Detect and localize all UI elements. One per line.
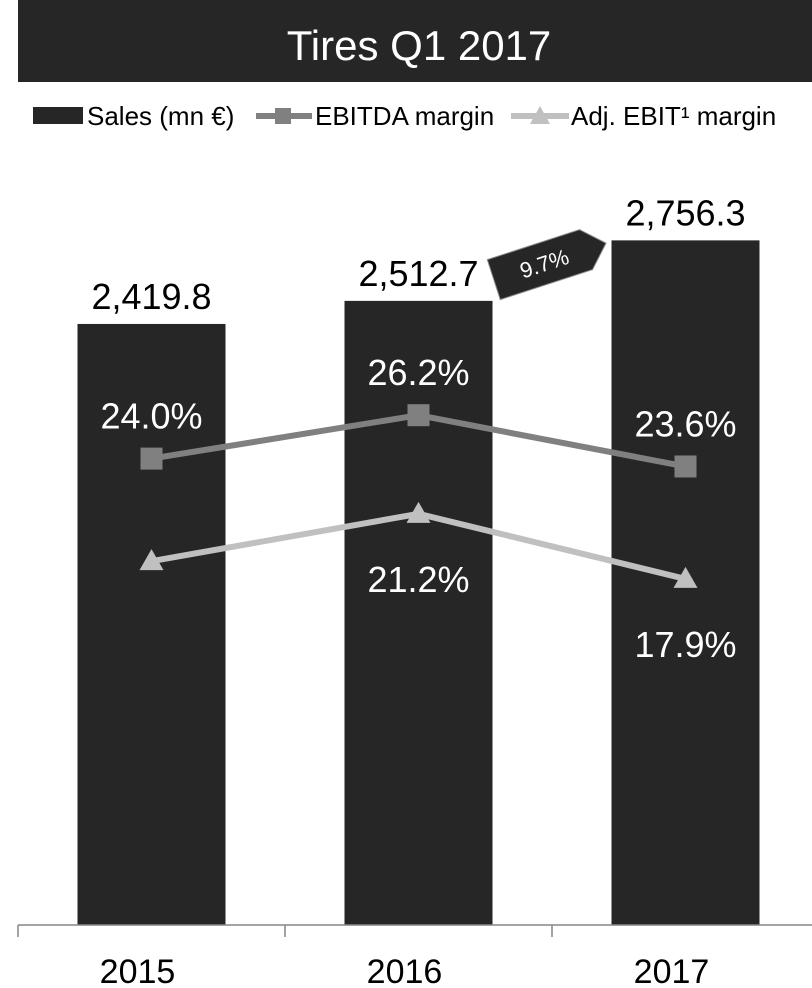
legend-item-sales: Sales (mn €) (33, 101, 234, 131)
growth-callout: 9.7% (486, 229, 607, 301)
adj-ebit-marker-2015 (139, 549, 164, 571)
legend-label-adj-ebit-margin: Adj. EBIT¹ margin (571, 101, 776, 131)
sales-label-2016: 2,512.7 (358, 253, 478, 294)
legend-label-ebitda-margin: EBITDA margin (315, 101, 494, 131)
sales-label-2015: 2,419.8 (91, 276, 211, 317)
adj-ebit-label-2017: 17.9% (634, 624, 736, 665)
x-axis (17, 924, 812, 937)
category-label-2015: 2015 (100, 953, 176, 988)
ebitda-label-2016: 26.2% (367, 352, 469, 393)
adj-ebit-margin-labels: 21.2% 17.9% (367, 559, 736, 665)
title-background (18, 0, 812, 82)
chart-title: Tires Q1 2017 (287, 22, 552, 69)
ebitda-marker-2016 (407, 404, 430, 427)
category-label-2016: 2016 (367, 953, 443, 988)
ebitda-label-2017: 23.6% (634, 403, 736, 444)
plot-area: 2,419.8 2,512.7 2,756.3 24.0% 26.2% 23.6… (17, 192, 812, 988)
adj-ebit-marker-2016 (406, 501, 431, 523)
category-label-2017: 2017 (634, 953, 710, 988)
adj-ebit-margin-markers (139, 501, 698, 588)
title-bar: Tires Q1 2017 (18, 0, 812, 82)
legend-item-adj-ebit-margin: Adj. EBIT¹ margin (511, 101, 776, 131)
sales-data-labels: 2,419.8 2,512.7 2,756.3 (91, 192, 745, 317)
ebitda-label-2015: 24.0% (100, 396, 202, 437)
legend-triangle-marker-icon (530, 106, 550, 124)
legend-square-marker-icon (275, 108, 291, 124)
legend-swatch-sales-bar (33, 107, 83, 124)
ebitda-margin-labels: 24.0% 26.2% 23.6% (100, 352, 736, 444)
bar-sales-2016 (344, 300, 493, 925)
growth-callout-arrow (486, 229, 607, 301)
adj-ebit-marker-2017 (673, 566, 698, 588)
category-labels: 2015 2016 2017 (100, 953, 710, 988)
adj-ebit-label-2016: 21.2% (367, 559, 469, 600)
ebitda-marker-2015 (140, 447, 163, 470)
legend-item-ebitda-margin: EBITDA margin (256, 101, 494, 131)
ebitda-marker-2017 (674, 455, 697, 478)
sales-label-2017: 2,756.3 (625, 192, 745, 233)
bar-sales-2015 (77, 323, 226, 926)
legend: Sales (mn €) EBITDA margin Adj. EBIT¹ ma… (33, 101, 776, 131)
ebitda-margin-markers (140, 404, 697, 478)
legend-label-sales: Sales (mn €) (87, 101, 234, 131)
